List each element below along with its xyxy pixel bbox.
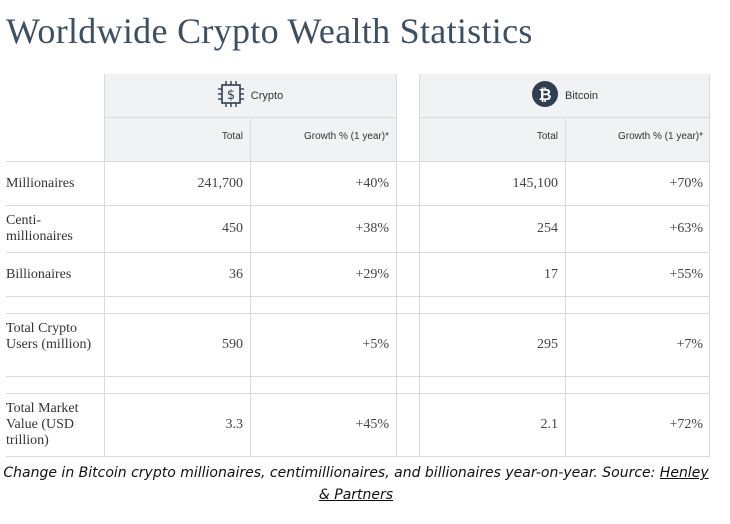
row-label-billionaires: Billionaires: [6, 267, 72, 282]
svg-text:$: $: [227, 88, 235, 103]
crypto-group-header: $ Crypto: [104, 74, 396, 118]
bitcoin-growth-cell: +7%: [676, 337, 703, 352]
row-divider: [6, 205, 710, 206]
crypto-growth-cell: +29%: [355, 267, 389, 282]
header-divider: [419, 117, 710, 118]
row-label-total-market-value: Total Market Value (USD trillion): [6, 401, 79, 448]
crypto-total-cell: 36: [229, 267, 243, 282]
crypto-growth-cell: +5%: [362, 337, 389, 352]
source-link[interactable]: Henley & Partners: [318, 465, 709, 503]
figure-caption: Change in Bitcoin crypto millionaires, c…: [0, 462, 712, 506]
bitcoin-total-cell: 254: [537, 221, 558, 236]
row-label-millionaires: Millionaires: [6, 176, 75, 191]
row-divider: [6, 456, 710, 457]
row-divider: [6, 161, 710, 162]
column-divider: [250, 117, 251, 457]
bitcoin-total-cell: 145,100: [512, 176, 559, 191]
column-divider: [419, 74, 420, 457]
bitcoin-group-label: Bitcoin: [564, 90, 599, 102]
bitcoin-total-cell: 2.1: [540, 417, 559, 432]
row-divider: [6, 313, 710, 314]
row-divider: [6, 393, 710, 394]
bitcoin-growth-cell: +55%: [669, 267, 703, 282]
bitcoin-total-cell: 295: [537, 337, 558, 352]
column-divider: [104, 74, 105, 457]
bitcoin-growth-cell: +72%: [669, 417, 703, 432]
dollar-chip-icon: $: [217, 80, 245, 112]
bitcoin-growth-cell: +70%: [669, 176, 703, 191]
crypto-total-cell: 3.3: [225, 417, 244, 432]
bitcoin-header-bg: [419, 74, 710, 162]
crypto-total-cell: 590: [222, 337, 243, 352]
crypto-total-cell: 450: [222, 221, 243, 236]
row-divider: [6, 252, 710, 253]
bitcoin-total-header: Total: [536, 131, 558, 142]
bitcoin-icon: ₿: [531, 80, 559, 112]
crypto-group-label: Crypto: [250, 90, 284, 102]
bitcoin-growth-header: Growth % (1 year)*: [617, 131, 703, 142]
bitcoin-total-cell: 17: [544, 267, 558, 282]
crypto-total-header: Total: [221, 131, 243, 142]
svg-text:₿: ₿: [538, 85, 551, 104]
crypto-growth-cell: +38%: [355, 221, 389, 236]
crypto-growth-cell: +40%: [355, 176, 389, 191]
column-divider: [396, 74, 397, 457]
row-label-centimillionaires: Centi- millionaires: [6, 213, 73, 244]
page-title: Worldwide Crypto Wealth Statistics: [6, 11, 533, 51]
column-divider: [565, 117, 566, 457]
crypto-growth-header: Growth % (1 year)*: [303, 131, 389, 142]
column-divider: [709, 74, 710, 457]
bitcoin-group-header: ₿ Bitcoin: [419, 74, 710, 118]
row-divider: [6, 376, 710, 377]
caption-text: Change in Bitcoin crypto millionaires, c…: [3, 465, 660, 481]
row-label-total-crypto-users: Total Crypto Users (million): [6, 321, 92, 352]
bitcoin-growth-cell: +63%: [669, 221, 703, 236]
crypto-total-cell: 241,700: [197, 176, 244, 191]
crypto-growth-cell: +45%: [355, 417, 389, 432]
row-divider: [6, 296, 710, 297]
